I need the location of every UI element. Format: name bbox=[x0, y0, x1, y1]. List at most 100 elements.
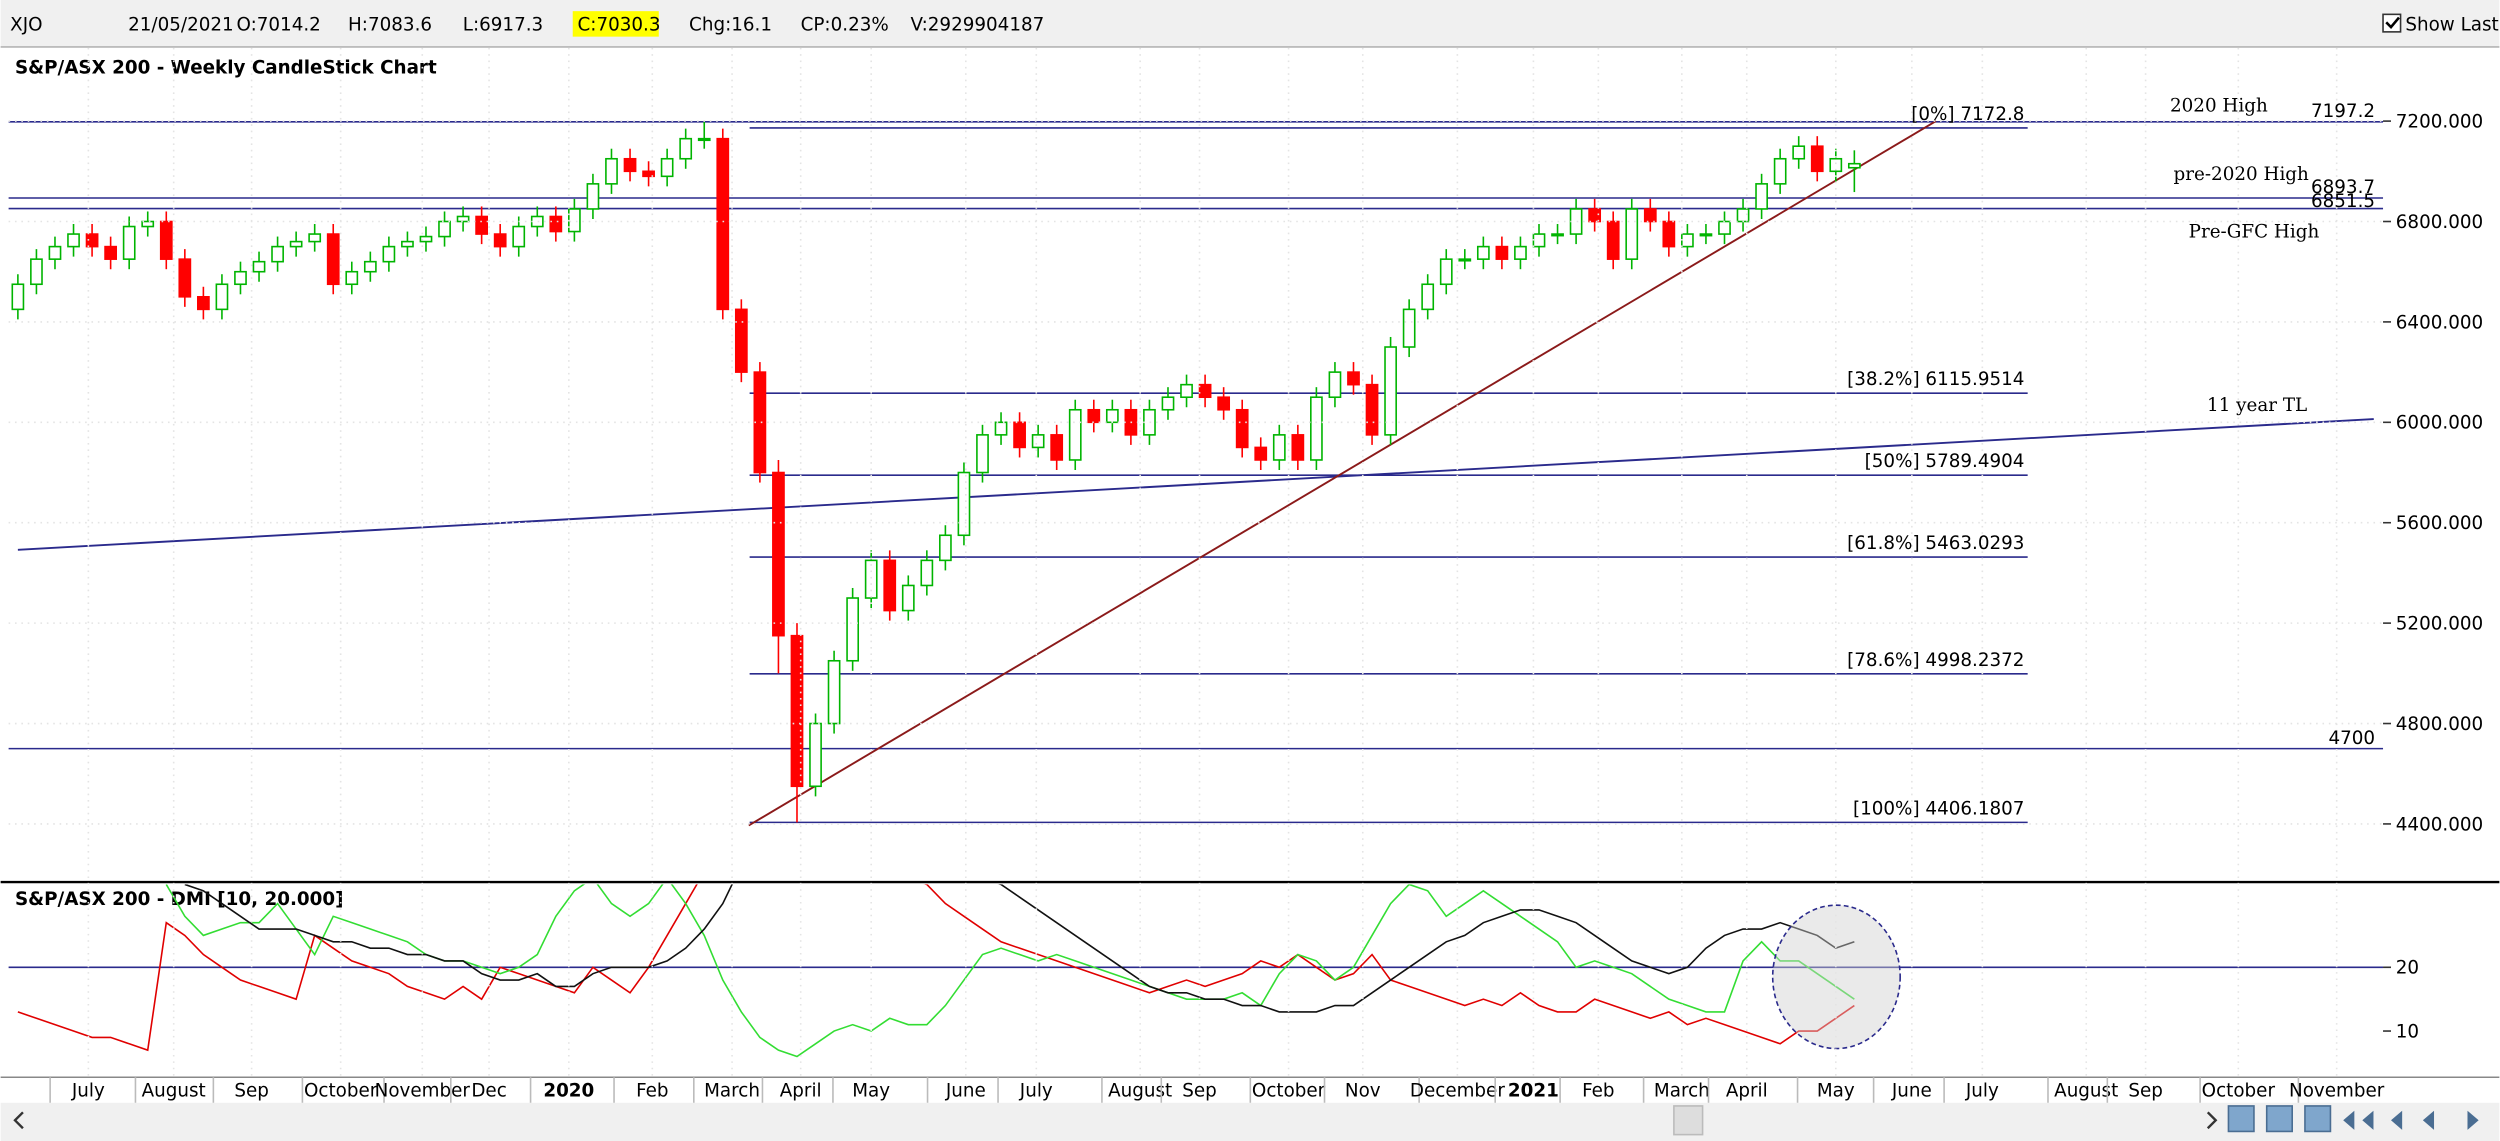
y-tick-label: 4400.000 bbox=[2396, 814, 2483, 835]
candle-body bbox=[1143, 408, 1156, 436]
candle-body bbox=[957, 471, 971, 537]
candle-body bbox=[1365, 383, 1379, 436]
candle-body bbox=[1588, 208, 1602, 223]
annotation: 2020 High bbox=[2170, 96, 2268, 117]
header-bar bbox=[0, 0, 2500, 48]
candle-body bbox=[289, 240, 303, 248]
x-tick-label: Dec bbox=[471, 1080, 506, 1101]
candle-body bbox=[326, 233, 340, 286]
zoom-button[interactable] bbox=[2265, 1105, 2293, 1133]
candle-body bbox=[178, 258, 192, 298]
candle-body bbox=[939, 534, 952, 562]
candle-body bbox=[1439, 258, 1453, 286]
scrollbar[interactable] bbox=[0, 1102, 2500, 1141]
open: O:7014.2 bbox=[236, 14, 320, 35]
scroll-right[interactable] bbox=[2206, 1111, 2218, 1130]
candle-body bbox=[1625, 208, 1639, 260]
x-tick-label: August bbox=[2054, 1080, 2118, 1101]
candle-body bbox=[1310, 396, 1323, 461]
x-tick-label: April bbox=[1726, 1080, 1768, 1101]
checkbox[interactable] bbox=[2382, 13, 2402, 33]
trendline bbox=[748, 120, 1937, 827]
candle-body bbox=[846, 597, 860, 662]
candle-body bbox=[586, 183, 600, 210]
candle-body bbox=[104, 245, 118, 260]
scroll-left[interactable] bbox=[13, 1111, 24, 1130]
x-tick-label: Nov bbox=[1345, 1080, 1381, 1101]
candle-body bbox=[1569, 208, 1583, 235]
candle-body bbox=[734, 308, 748, 373]
candle-body bbox=[1217, 396, 1231, 411]
x-tick-label: June bbox=[1891, 1080, 1932, 1101]
candle-body bbox=[512, 225, 526, 248]
fib-label: [0%] 7172.8 bbox=[1911, 104, 2024, 125]
x-tick-label: March bbox=[704, 1080, 760, 1101]
candle-body bbox=[1736, 208, 1750, 223]
plot-bg bbox=[0, 47, 2500, 1078]
x-tick-label: Sep bbox=[234, 1080, 269, 1101]
annotation: pre-2020 High bbox=[2174, 164, 2309, 185]
candle-body bbox=[1606, 220, 1620, 260]
candle-body bbox=[475, 215, 489, 235]
candle-body bbox=[456, 215, 470, 223]
level-label: 6893.7 bbox=[2311, 177, 2375, 198]
zoom-button[interactable] bbox=[2227, 1105, 2255, 1133]
dmi-line bbox=[17, 884, 1855, 1052]
candle-body bbox=[809, 722, 822, 788]
x-tick-label: May bbox=[852, 1080, 890, 1101]
candle-body bbox=[438, 220, 451, 238]
x-tick-label: April bbox=[780, 1080, 822, 1101]
volume: V:2929904187 bbox=[911, 14, 1045, 35]
candle-body bbox=[605, 157, 618, 185]
candle-body bbox=[753, 371, 767, 474]
candle-body bbox=[1272, 434, 1286, 461]
dmi-line bbox=[184, 884, 1855, 1013]
candle-body bbox=[159, 220, 173, 260]
fib-label: [78.6%] 4998.2372 bbox=[1847, 650, 2024, 671]
candle-body bbox=[1755, 183, 1768, 210]
candle-body bbox=[234, 270, 247, 286]
candle-body bbox=[1792, 145, 1806, 160]
candle-body bbox=[197, 296, 210, 311]
candle-body bbox=[1495, 245, 1509, 260]
x-tick-label: August bbox=[1108, 1080, 1172, 1101]
x-tick-label: 2021 bbox=[1508, 1080, 1559, 1101]
scroll-thumb[interactable] bbox=[1673, 1105, 1704, 1136]
candle-body bbox=[697, 137, 711, 142]
zoom-button[interactable] bbox=[2304, 1105, 2332, 1133]
x-tick-label: November bbox=[375, 1080, 471, 1101]
x-tick-label: July bbox=[71, 1080, 105, 1101]
candle-body bbox=[1031, 434, 1045, 449]
candle-body bbox=[1421, 283, 1435, 311]
y-tick-label: 6400.000 bbox=[2396, 312, 2483, 333]
candle-body bbox=[419, 235, 433, 243]
candle-body bbox=[11, 283, 25, 311]
candle-body bbox=[1476, 245, 1490, 260]
fib-label: [38.2%] 6115.9514 bbox=[1847, 369, 2024, 390]
candle-body bbox=[345, 270, 359, 286]
candle-body bbox=[864, 559, 878, 599]
candle-body bbox=[363, 260, 377, 273]
annotation: Pre-GFC High bbox=[2189, 221, 2320, 242]
level-label: 7197.2 bbox=[2311, 101, 2375, 122]
candle-body bbox=[1773, 157, 1787, 185]
x-tick-label: May bbox=[1817, 1080, 1855, 1101]
candle-body bbox=[1087, 408, 1101, 424]
candle-body bbox=[67, 233, 80, 248]
show-last[interactable]: Show Last bbox=[2405, 14, 2498, 35]
candle-body bbox=[994, 421, 1008, 436]
candle-body bbox=[493, 233, 507, 248]
candle-body bbox=[30, 258, 43, 286]
candle-body bbox=[1643, 208, 1657, 223]
nav-button[interactable] bbox=[2343, 1110, 2374, 1130]
candle-body bbox=[1384, 346, 1397, 436]
candle-body bbox=[1532, 233, 1546, 248]
fib-label: [61.8%] 5463.0293 bbox=[1847, 533, 2024, 554]
candle-body bbox=[1198, 383, 1212, 399]
price-title: S&P/ASX 200 - Weekly CandleStick Chart bbox=[15, 57, 437, 78]
low: L:6917.3 bbox=[463, 14, 543, 35]
trendline-label: 11 year TL bbox=[2207, 395, 2307, 416]
highlight-circle bbox=[1771, 904, 1901, 1050]
